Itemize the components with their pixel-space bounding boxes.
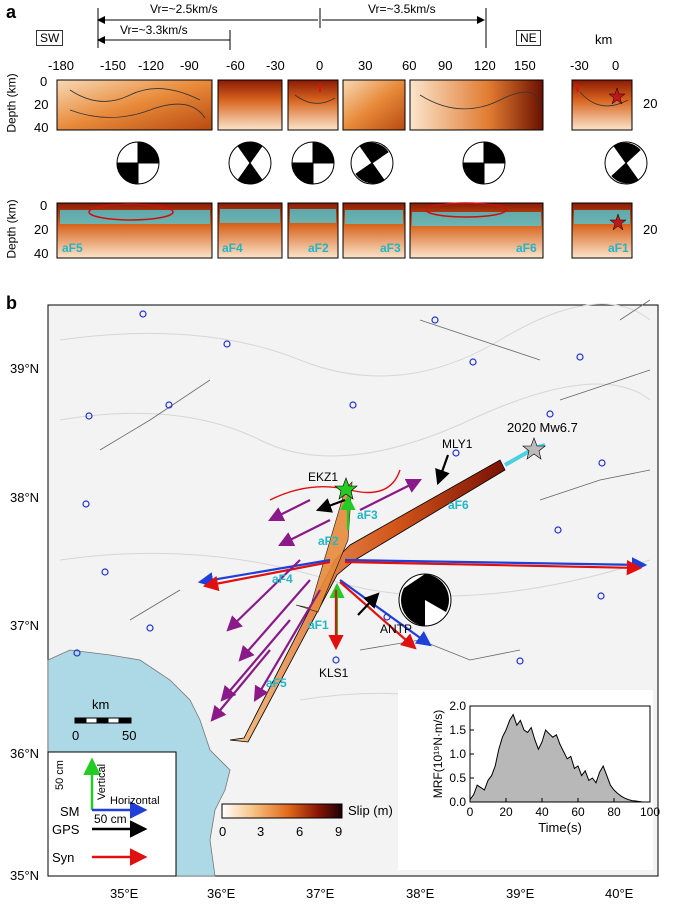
lon-label: 35°E: [110, 886, 139, 901]
colorbar-tick: 3: [257, 824, 265, 839]
rupture-velocity-long: Vr=~2.5km/s: [150, 2, 218, 16]
fault-label-af1: aF1: [308, 618, 329, 632]
colorbar-label: Slip (m): [348, 803, 393, 818]
fault-label-af5: aF5: [266, 676, 287, 690]
station-antp: ANTP: [380, 622, 413, 636]
depth-tick: 40: [34, 120, 49, 135]
station-mly1: MLY1: [442, 437, 473, 451]
depth-tick: 20: [34, 222, 49, 237]
depth-tick: 0: [40, 198, 48, 213]
mrf-x-tick-label: 40: [535, 805, 549, 819]
colorbar-tick: 6: [296, 824, 304, 839]
inset-km-unit: km: [595, 32, 613, 47]
legend-gps: GPS: [52, 822, 80, 837]
mrf-y-tick-label: 2.0: [449, 699, 466, 713]
legend-horizontal-scale: 50 cm: [94, 812, 127, 826]
x-tick: -30: [266, 58, 285, 73]
depth-tick: 0: [40, 74, 48, 89]
x-tick: -120: [138, 58, 165, 73]
fault-label-af4: aF4: [272, 572, 293, 586]
legend-horizontal: Horizontal: [110, 795, 160, 807]
x-tick: -150: [100, 58, 127, 73]
x-tick: 120: [474, 58, 496, 73]
inset-x-tick: -30: [570, 58, 589, 73]
x-tick: 150: [514, 58, 536, 73]
fault-label-af2: aF2: [318, 534, 339, 548]
inset-x-tick: 0: [612, 58, 620, 73]
legend-vertical: Vertical: [96, 763, 108, 800]
lat-label: 37°N: [10, 618, 40, 633]
scale-start: 0: [72, 728, 80, 743]
fault-label-af6: aF6: [448, 498, 469, 512]
x-tick: -180: [48, 58, 75, 73]
mrf-x-tick-label: 60: [571, 805, 585, 819]
mrf-y-tick-label: 0.5: [449, 771, 466, 785]
mrf-x-tick-label: 100: [640, 805, 660, 819]
depth-tick: 20: [34, 97, 49, 112]
lat-label: 35°N: [10, 868, 40, 883]
colorbar-tick: 0: [219, 824, 227, 839]
direction-ne: NE: [516, 30, 541, 46]
lon-label: 38°E: [406, 886, 435, 901]
mrf-x-tick-label: 0: [467, 805, 474, 819]
lon-label: 36°E: [207, 886, 236, 901]
event-label: 2020 Mw6.7: [507, 420, 578, 435]
x-tick: 90: [438, 58, 453, 73]
station-kls1: KLS1: [319, 666, 349, 680]
mrf-y-tick-label: 1.0: [449, 747, 466, 761]
x-tick: -90: [180, 58, 199, 73]
segment-label-af4: aF4: [222, 241, 243, 255]
legend-syn: Syn: [52, 850, 75, 865]
x-tick: 60: [402, 58, 417, 73]
fault-label-af3: aF3: [357, 508, 378, 522]
lon-label: 40°E: [605, 886, 634, 901]
depth-tick: 40: [34, 246, 49, 261]
mrf-x-axis-label: Time(s): [538, 820, 582, 835]
segment-label-af6: aF6: [516, 241, 537, 255]
mrf-x-tick-label: 20: [499, 805, 513, 819]
x-tick: 30: [358, 58, 373, 73]
segment-label-af3: aF3: [380, 241, 401, 255]
mrf-y-axis-label: MRF(10¹⁹N·m/s): [431, 710, 445, 798]
segment-label-af5: aF5: [62, 241, 83, 255]
x-tick: 0: [316, 58, 324, 73]
lat-label: 36°N: [10, 746, 40, 761]
colorbar-tick: 9: [335, 824, 343, 839]
lat-label: 38°N: [10, 490, 40, 505]
segment-label-af2: aF2: [308, 241, 329, 255]
panel-a-label: a: [6, 2, 17, 22]
lon-label: 37°E: [306, 886, 335, 901]
mrf-area-series: [469, 713, 643, 803]
scale-end: 50: [122, 728, 137, 743]
mrf-chart: 0 20 40 60 80 100 0.0 0.5 1.0 1.5 2.0 Time(s) MRF(10…: [431, 699, 660, 835]
station-ekz1: EKZ1: [308, 470, 339, 484]
panel-a-figure: [56, 8, 648, 259]
inset-depth-tick: 20: [643, 222, 658, 237]
rupture-velocity-short: Vr=~3.3km/s: [120, 23, 188, 37]
mrf-x-tick-label: 80: [607, 805, 621, 819]
legend-vertical-scale: 50 cm: [54, 760, 66, 790]
legend-sm: SM: [60, 804, 80, 819]
lat-label: 39°N: [10, 361, 40, 376]
mrf-y-tick-label: 1.5: [449, 723, 466, 737]
lon-label: 39°E: [506, 886, 535, 901]
direction-sw: SW: [36, 30, 64, 46]
rupture-velocity-right: Vr=~3.5km/s: [368, 2, 436, 16]
scale-unit: km: [92, 697, 110, 712]
segment-label-af1: aF1: [608, 241, 629, 255]
panel-b-label: b: [6, 293, 17, 313]
mrf-y-tick-label: 0.0: [449, 795, 466, 809]
inset-depth-tick: 20: [643, 96, 658, 111]
x-tick-row: -180 -150 -120 -90 -60 -30 0 30 60 90 12…: [0, 58, 685, 76]
x-tick: -60: [226, 58, 245, 73]
